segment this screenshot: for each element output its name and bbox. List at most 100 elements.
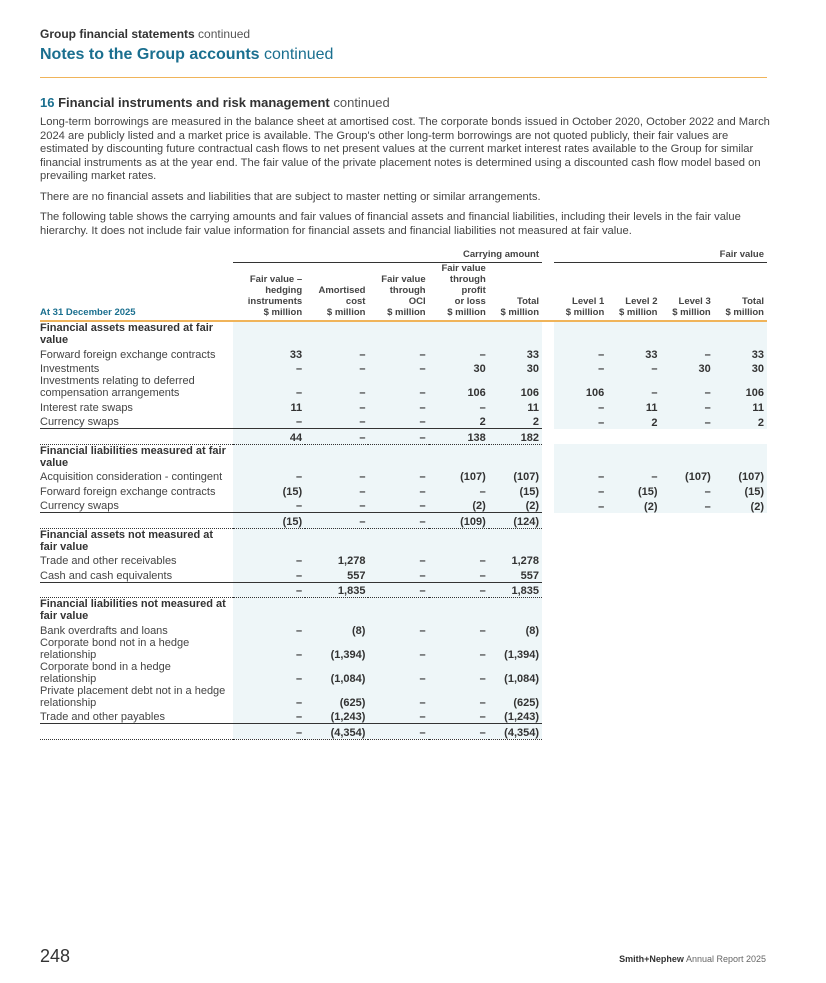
cell: –: [554, 346, 608, 361]
cell: [488, 321, 543, 346]
cell: [661, 429, 714, 445]
cell: [368, 444, 429, 469]
cell: –: [368, 375, 429, 399]
cell: 30: [713, 360, 767, 375]
header-divider: [40, 77, 767, 78]
cell: (4,354): [488, 723, 543, 740]
cell: 11: [607, 399, 661, 414]
cell: 106: [488, 375, 543, 399]
row-label: Financial assets measured at fair value: [40, 322, 214, 346]
row-label: [40, 428, 233, 445]
subtotal-row: –1,835– –1,835: [40, 582, 767, 598]
cell: [713, 444, 767, 469]
cell: –: [368, 468, 429, 483]
cell: [714, 724, 767, 740]
cell: –: [368, 582, 429, 598]
cell: [607, 567, 660, 582]
cell: [488, 528, 543, 553]
cell: –: [233, 636, 306, 661]
cell: [661, 637, 714, 661]
cell: [607, 582, 660, 598]
running-header-title: Group financial statements: [40, 27, 195, 41]
brand-name: Smith+Nephew: [619, 954, 684, 964]
cell: [554, 622, 607, 637]
row-label: Trade and other payables: [40, 708, 233, 724]
cell: –: [233, 660, 306, 685]
page-number: 248: [40, 946, 71, 966]
cell: –: [368, 636, 429, 661]
cell: 1,835: [488, 582, 543, 598]
cell: –: [428, 622, 489, 637]
table-row: Trade and other payables – (1,243) – – (1,243…: [40, 708, 767, 724]
cell: (1,084): [488, 660, 543, 685]
cell: –: [660, 399, 714, 414]
cell: –: [233, 723, 306, 740]
cell: [428, 321, 489, 346]
cell: (15): [233, 512, 306, 529]
cell: (2): [607, 497, 661, 513]
cell: [428, 528, 489, 553]
cell: [607, 553, 660, 568]
table-row: Corporate bond in a hedge relationship –(…: [40, 660, 767, 685]
paragraph: The following table shows the carrying a…: [40, 211, 741, 237]
cell: –: [233, 684, 306, 709]
cell: –: [233, 552, 306, 567]
date-label: At 31 December 2025: [40, 262, 233, 322]
column-header-row: At 31 December 2025 Fair value – hedging…: [40, 262, 767, 322]
subtotal-row: (15) – – (109) (124): [40, 512, 767, 529]
page-title-text: Notes to the Group accounts: [40, 46, 260, 63]
cell: (8): [488, 622, 543, 637]
cell: 2: [713, 413, 767, 429]
cell: –: [554, 413, 608, 429]
cell: –: [368, 708, 429, 724]
cell: 1,278: [305, 552, 369, 567]
footer-brand: Smith+Nephew Annual Report 2025: [619, 954, 766, 964]
cell: –: [607, 375, 661, 399]
cell: 557: [488, 567, 543, 583]
cell: (15): [488, 483, 543, 498]
cell: 1,278: [488, 552, 543, 567]
cell: (107): [428, 468, 489, 483]
cell: (1,243): [488, 708, 543, 724]
cell: 182: [488, 428, 543, 445]
row-label: Trade and other receivables: [40, 555, 177, 567]
cell: (124): [488, 512, 543, 529]
cell: –: [368, 360, 429, 375]
cell: [607, 528, 660, 553]
table-row: Currency swaps – – – (2) (2) – (2) – (2): [40, 497, 767, 513]
cell: [714, 685, 767, 709]
cell: –: [554, 360, 608, 375]
cell: [714, 637, 767, 661]
cell: –: [305, 497, 369, 513]
row-label: Bank overdrafts and loans: [40, 624, 168, 637]
column-header: Total $ million: [488, 262, 543, 322]
row-label: Forward foreign exchange contracts: [40, 348, 216, 361]
cell: [713, 321, 767, 346]
body-text: Long-term borrowings are measured in the…: [40, 116, 770, 245]
cell: [305, 321, 369, 346]
cell: 33: [607, 346, 661, 361]
cell: –: [428, 636, 489, 661]
cell: –: [660, 375, 714, 399]
cell: [554, 513, 607, 529]
cell: 33: [233, 346, 306, 361]
cell: 2: [607, 413, 661, 429]
cell: [660, 321, 714, 346]
cell: [554, 685, 607, 709]
cell: [233, 528, 306, 553]
cell: –: [428, 708, 489, 724]
cell: [661, 513, 714, 529]
cell: [554, 709, 607, 724]
cell: –: [368, 567, 429, 583]
section-heading: 16 Financial instruments and risk manage…: [40, 95, 390, 110]
cell: 1,835: [305, 582, 369, 598]
cell: –: [660, 346, 714, 361]
row-label: Interest rate swaps: [40, 401, 133, 414]
cell: –: [368, 723, 429, 740]
table-row: Currency swaps – – –2 2–2–2: [40, 413, 767, 429]
cell: [661, 724, 714, 740]
cell: –: [368, 552, 429, 567]
cell: –: [305, 375, 369, 399]
cell: 106: [713, 375, 767, 399]
report-name: Annual Report 2025: [685, 954, 766, 964]
